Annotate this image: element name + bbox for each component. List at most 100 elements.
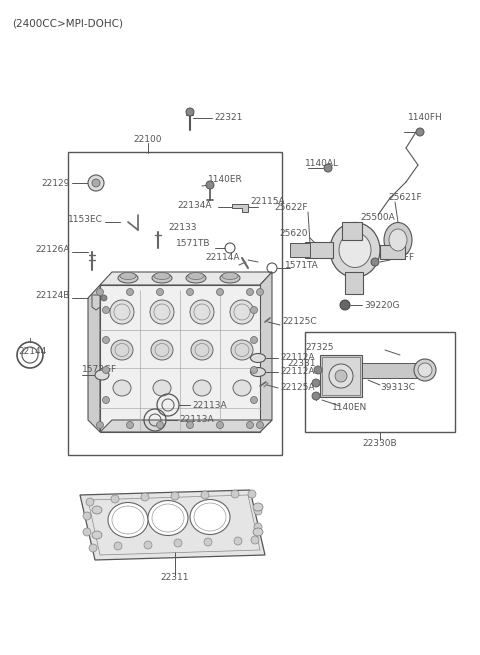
Bar (290, 243, 310, 257)
Text: 22144: 22144 (18, 348, 46, 356)
Ellipse shape (190, 300, 214, 324)
Circle shape (329, 364, 353, 388)
Text: 1140EN: 1140EN (332, 403, 368, 413)
Circle shape (371, 258, 379, 266)
Ellipse shape (233, 380, 251, 396)
Ellipse shape (231, 340, 253, 360)
Text: 22112A: 22112A (280, 367, 314, 377)
Bar (320, 355, 362, 397)
Circle shape (156, 422, 164, 428)
Circle shape (127, 288, 133, 295)
Text: 25622F: 25622F (275, 202, 308, 212)
Bar (362, 363, 417, 378)
Circle shape (83, 512, 91, 520)
Text: 1571TA: 1571TA (285, 261, 319, 269)
Circle shape (186, 108, 194, 116)
Text: 39313C: 39313C (380, 383, 415, 392)
Circle shape (103, 337, 109, 343)
Ellipse shape (389, 229, 407, 251)
Text: 1140AL: 1140AL (305, 160, 339, 168)
Text: 22113A: 22113A (192, 400, 227, 409)
Circle shape (256, 288, 264, 295)
Circle shape (156, 288, 164, 295)
Bar (380, 245, 405, 259)
Circle shape (251, 337, 257, 343)
Circle shape (312, 392, 320, 400)
Bar (305, 332, 455, 432)
Circle shape (187, 422, 193, 428)
Text: 22331: 22331 (288, 360, 316, 369)
Text: 1140FF: 1140FF (382, 253, 415, 263)
Ellipse shape (154, 272, 170, 280)
Circle shape (86, 498, 94, 506)
Circle shape (256, 422, 264, 428)
Text: 22112A: 22112A (280, 354, 314, 362)
Circle shape (247, 422, 253, 428)
Text: 25620: 25620 (279, 229, 308, 238)
Ellipse shape (108, 502, 148, 538)
Circle shape (114, 542, 122, 550)
Circle shape (204, 538, 212, 546)
Circle shape (101, 295, 107, 301)
Ellipse shape (384, 223, 412, 257)
Ellipse shape (153, 380, 171, 396)
Circle shape (89, 544, 97, 552)
Circle shape (251, 396, 257, 403)
Circle shape (416, 128, 424, 136)
Ellipse shape (418, 363, 432, 377)
Circle shape (247, 288, 253, 295)
Circle shape (312, 379, 320, 387)
Text: 22330B: 22330B (363, 440, 397, 449)
Text: 1571TB: 1571TB (176, 240, 210, 248)
Text: 25500A: 25500A (360, 214, 395, 223)
Ellipse shape (253, 503, 263, 511)
Circle shape (251, 367, 257, 373)
Circle shape (103, 367, 109, 373)
Polygon shape (92, 295, 100, 310)
Polygon shape (232, 204, 248, 212)
Circle shape (127, 422, 133, 428)
Text: (2400CC>MPI-DOHC): (2400CC>MPI-DOHC) (12, 18, 123, 28)
Circle shape (111, 495, 119, 503)
Ellipse shape (220, 273, 240, 283)
Ellipse shape (251, 367, 265, 377)
Bar (305, 242, 333, 258)
Text: 22124B: 22124B (36, 291, 70, 301)
Text: 22113A: 22113A (179, 415, 214, 424)
Circle shape (314, 366, 322, 374)
Circle shape (83, 528, 91, 536)
Text: 27325: 27325 (306, 343, 334, 352)
Circle shape (206, 181, 214, 189)
Text: 25621F: 25621F (388, 193, 421, 202)
Text: 22126A: 22126A (36, 246, 70, 255)
Ellipse shape (92, 531, 102, 539)
Text: 39220G: 39220G (364, 301, 399, 310)
Ellipse shape (191, 340, 213, 360)
Circle shape (254, 507, 262, 515)
Ellipse shape (150, 300, 174, 324)
Polygon shape (100, 420, 272, 432)
Circle shape (335, 370, 347, 382)
Text: 1573GF: 1573GF (82, 365, 117, 375)
Ellipse shape (92, 506, 102, 514)
Bar (322, 357, 360, 395)
Polygon shape (88, 285, 100, 432)
Circle shape (216, 288, 224, 295)
Ellipse shape (414, 359, 436, 381)
Circle shape (171, 492, 179, 500)
Circle shape (103, 396, 109, 403)
Text: 1153EC: 1153EC (68, 215, 103, 225)
Ellipse shape (120, 272, 136, 280)
Ellipse shape (113, 380, 131, 396)
Ellipse shape (152, 273, 172, 283)
Ellipse shape (330, 223, 380, 278)
Circle shape (231, 490, 239, 498)
Ellipse shape (193, 380, 211, 396)
Circle shape (174, 539, 182, 547)
Bar (68, 152, 282, 455)
Ellipse shape (186, 273, 206, 283)
Circle shape (92, 179, 100, 187)
Circle shape (187, 288, 193, 295)
Circle shape (324, 164, 332, 172)
Polygon shape (100, 272, 272, 285)
